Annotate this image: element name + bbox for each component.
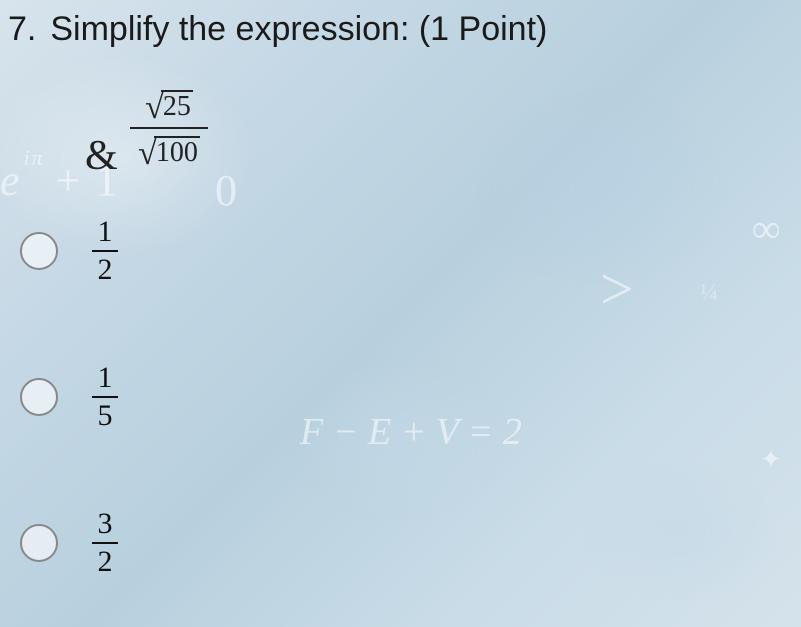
expression-denominator: √ 100: [138, 133, 200, 169]
option-row[interactable]: 3 2: [20, 509, 801, 577]
fraction-bar: [130, 127, 208, 129]
radio-button[interactable]: [20, 524, 58, 562]
option-numerator: 1: [94, 363, 117, 393]
radio-button[interactable]: [20, 232, 58, 270]
option-fraction: 3 2: [92, 509, 118, 577]
option-fraction: 1 5: [92, 363, 118, 431]
expression-numerator: √ 25: [145, 87, 193, 123]
question-row: 7. Simplify the expression: (1 Point): [0, 0, 801, 49]
ampersand-symbol: &: [85, 132, 118, 180]
numerator-radicand: 25: [161, 90, 193, 123]
question-points: (1 Point): [419, 10, 548, 48]
radio-button[interactable]: [20, 378, 58, 416]
question-prompt: Simplify the expression:: [50, 10, 409, 48]
options-list: 1 2 1 5 3 2: [20, 217, 801, 577]
option-row[interactable]: 1 5: [20, 363, 801, 431]
option-denominator: 2: [94, 255, 117, 285]
option-row[interactable]: 1 2: [20, 217, 801, 285]
option-denominator: 2: [94, 547, 117, 577]
question-number: 7.: [8, 10, 36, 49]
option-bar: [92, 542, 118, 544]
sqrt-icon: √: [145, 91, 164, 125]
option-fraction: 1 2: [92, 217, 118, 285]
expression-fraction: √ 25 √ 100: [130, 87, 208, 169]
option-bar: [92, 250, 118, 252]
option-numerator: 3: [94, 509, 117, 539]
option-denominator: 5: [94, 401, 117, 431]
option-numerator: 1: [94, 217, 117, 247]
sqrt-icon: √: [138, 137, 157, 171]
denominator-radicand: 100: [154, 136, 200, 169]
option-bar: [92, 396, 118, 398]
question-text: Simplify the expression: (1 Point): [50, 10, 547, 49]
